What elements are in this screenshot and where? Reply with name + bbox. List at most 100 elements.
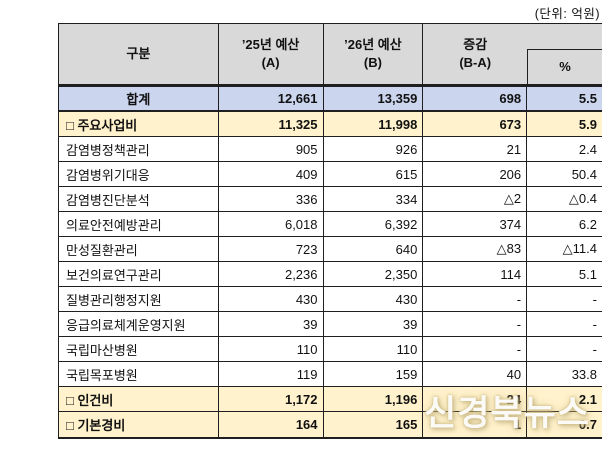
cell-budget-a: 39	[219, 312, 324, 336]
cell-category: 의료안전예방관리	[59, 212, 219, 236]
budget-table: 구분 ’25년 예산 (A) ’26년 예산 (B) 증감 (B-A) % 합계…	[58, 23, 602, 439]
cell-percent: △0.4	[568, 191, 597, 206]
cell-budget-a: 2,236	[219, 262, 324, 286]
cell-budget-a: 409	[219, 162, 324, 186]
cell-diff: △83	[423, 237, 528, 261]
cell-budget-a: 905	[219, 137, 324, 161]
header-category: 구분	[59, 24, 219, 84]
header-diff-sub: (B-A)	[459, 55, 492, 70]
cell-percent: 2.4	[578, 141, 597, 157]
cell-budget-b: 1,196	[324, 387, 424, 411]
header-budget-a: ’25년 예산 (A)	[219, 24, 324, 84]
cell-diff: △2	[423, 187, 528, 211]
cell-budget-b: 110	[324, 337, 424, 361]
header-budget-b: ’26년 예산 (B)	[324, 24, 424, 84]
cell-percent: -	[592, 316, 597, 332]
cell-percent: 2.1	[578, 391, 597, 407]
cell-percent: 50.4	[571, 166, 597, 182]
table-row: 감염병진단분석 336 334 △2 △0.4	[59, 187, 602, 212]
table-header: 구분 ’25년 예산 (A) ’26년 예산 (B) 증감 (B-A) %	[59, 24, 602, 87]
cell-budget-a: 723	[219, 237, 324, 261]
cell-diff: 673	[423, 112, 528, 136]
cell-diff: -	[423, 287, 528, 311]
cell-diff: 698	[423, 87, 528, 110]
cell-category: 국립마산병원	[59, 337, 219, 361]
table-row: 보건의료연구관리 2,236 2,350 114 5.1	[59, 262, 602, 287]
table-row: □ 인건비 1,172 1,196 24 2.1	[59, 387, 602, 412]
cell-diff: 206	[423, 162, 528, 186]
header-percent-box: %	[527, 49, 602, 84]
cell-percent: -	[592, 341, 597, 357]
header-category-label: 구분	[126, 46, 151, 61]
header-budget-b-label: ’26년 예산	[344, 37, 402, 52]
cell-budget-b: 6,392	[324, 212, 424, 236]
header-budget-a-sub: (A)	[261, 55, 280, 70]
cell-diff: -	[423, 337, 528, 361]
header-budget-a-label: ’25년 예산	[241, 37, 300, 52]
table-row: 감염병정책관리 905 926 21 2.4	[59, 137, 602, 162]
table-row: 감염병위기대응 409 615 206 50.4	[59, 162, 602, 187]
cell-budget-a: 12,661	[219, 87, 324, 110]
cell-budget-b: 334	[324, 187, 424, 211]
cell-diff: 1	[423, 412, 528, 437]
cell-percent: 33.8	[571, 366, 597, 382]
cell-percent: -	[592, 291, 597, 307]
table-row: 합계 12,661 13,359 698 5.5	[59, 87, 602, 112]
cell-category: 감염병위기대응	[59, 162, 219, 186]
cell-budget-b: 159	[324, 362, 424, 386]
cell-budget-a: 11,325	[219, 112, 324, 136]
cell-budget-a: 336	[219, 187, 324, 211]
table-row: □ 주요사업비 11,325 11,998 673 5.9	[59, 112, 602, 137]
cell-percent: 6.2	[578, 216, 597, 232]
table-row: 질병관리행정지원 430 430- -	[59, 287, 602, 312]
cell-budget-b: 165	[324, 412, 424, 437]
cell-percent: 5.1	[578, 266, 597, 282]
cell-diff: -	[423, 312, 528, 336]
cell-category: 질병관리행정지원	[59, 287, 219, 311]
table-row: 응급의료체계운영지원 39 39- -	[59, 312, 602, 337]
cell-percent: 5.9	[578, 116, 597, 132]
cell-category: □ 인건비	[59, 387, 219, 411]
cell-percent: △11.4	[562, 241, 597, 256]
cell-budget-b: 39	[324, 312, 424, 336]
cell-budget-a: 1,172	[219, 387, 324, 411]
cell-budget-b: 13,359	[324, 87, 424, 110]
cell-percent: 0.7	[578, 417, 597, 432]
unit-label: (단위: 억원)	[534, 7, 600, 21]
cell-category: □ 기본경비	[59, 412, 219, 437]
cell-budget-a: 110	[219, 337, 324, 361]
cell-category: 합계	[59, 87, 219, 110]
cell-budget-a: 430	[219, 287, 324, 311]
table-body: 합계 12,661 13,359 698 5.5 □ 주요사업비 11,325 11,998 6…	[59, 87, 602, 437]
header-diff-label: 증감	[463, 37, 488, 52]
cell-diff: 21	[423, 137, 528, 161]
table-row: □ 기본경비 164 165 1 0.7	[59, 412, 602, 437]
cell-budget-a: 119	[219, 362, 324, 386]
cell-budget-b: 640	[324, 237, 424, 261]
cell-category: 보건의료연구관리	[59, 262, 219, 286]
header-percent-label: %	[559, 59, 571, 74]
cell-diff: 40	[423, 362, 528, 386]
cell-category: 응급의료체계운영지원	[59, 312, 219, 336]
cell-category: 국립목포병원	[59, 362, 219, 386]
cell-budget-b: 615	[324, 162, 424, 186]
cell-category: □ 주요사업비	[59, 112, 219, 136]
cell-budget-b: 430	[324, 287, 424, 311]
cell-budget-b: 11,998	[324, 112, 424, 136]
cell-percent: 5.5	[578, 91, 597, 106]
cell-category: 만성질환관리	[59, 237, 219, 261]
table-row: 국립마산병원 110 110- -	[59, 337, 602, 362]
cell-budget-a: 164	[219, 412, 324, 437]
header-diff: 증감 (B-A)	[423, 24, 527, 84]
table-row: 국립목포병원 119 159 40 33.8	[59, 362, 602, 387]
cell-category: 감염병진단분석	[59, 187, 219, 211]
cell-category: 감염병정책관리	[59, 137, 219, 161]
cell-budget-b: 2,350	[324, 262, 424, 286]
cell-budget-b: 926	[324, 137, 424, 161]
table-row: 만성질환관리 723 640 △83 △11.4	[59, 237, 602, 262]
header-budget-b-sub: (B)	[363, 55, 382, 70]
cell-diff: 374	[423, 212, 528, 236]
cell-budget-a: 6,018	[219, 212, 324, 236]
cell-diff: 114	[423, 262, 528, 286]
